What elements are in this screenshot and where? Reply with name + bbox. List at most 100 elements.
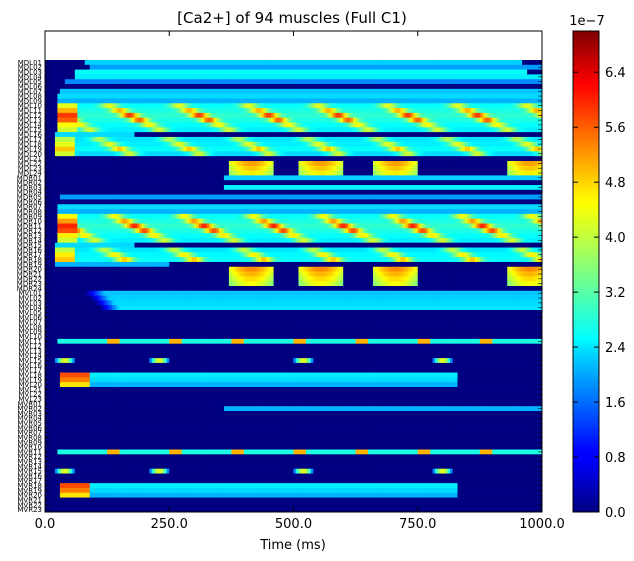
heatmap-cell: [432, 60, 436, 66]
heatmap-cell: [365, 69, 369, 75]
heatmap-cell: [117, 141, 120, 147]
heatmap-cell: [370, 64, 374, 70]
heatmap-cell: [206, 112, 210, 118]
heatmap-cell: [99, 117, 103, 123]
heatmap-cell: [54, 175, 58, 181]
heatmap-cell: [206, 170, 210, 176]
heatmap-cell: [402, 93, 406, 99]
heatmap-cell: [109, 146, 113, 152]
heatmap-row: [45, 79, 543, 85]
heatmap-cell: [89, 175, 93, 181]
heatmap-cell: [410, 64, 414, 70]
heatmap-cell: [156, 132, 160, 138]
heatmap-cell: [99, 160, 103, 167]
heatmap-cell: [464, 64, 468, 70]
heatmap-cell: [62, 151, 66, 157]
heatmap-cell: [114, 122, 118, 128]
heatmap-cell: [450, 60, 453, 66]
heatmap-cell: [355, 141, 359, 147]
heatmap-cell: [310, 88, 314, 94]
heatmap-cell: [268, 146, 272, 152]
heatmap-cell: [293, 79, 297, 85]
heatmap-cell: [427, 60, 431, 66]
heatmap-cell: [194, 160, 197, 167]
heatmap-cell: [196, 64, 200, 70]
heatmap-cell: [179, 156, 183, 162]
heatmap-cell: [514, 122, 518, 128]
heatmap-cell: [524, 170, 528, 176]
heatmap-cell: [131, 165, 135, 171]
heatmap-cell: [472, 136, 476, 143]
heatmap-cell: [492, 132, 496, 138]
heatmap-cell: [325, 122, 329, 128]
heatmap-cell: [489, 170, 493, 176]
heatmap-cell: [79, 122, 83, 128]
heatmap-cell: [89, 60, 93, 66]
heatmap-cell: [211, 122, 215, 128]
heatmap-cell: [295, 69, 299, 75]
heatmap-cell: [248, 64, 252, 70]
heatmap-cell: [112, 122, 115, 128]
heatmap-cell: [288, 170, 292, 176]
heatmap-cell: [67, 112, 71, 118]
heatmap-cell: [171, 84, 175, 90]
heatmap-cell: [99, 93, 103, 99]
heatmap-cell: [519, 79, 523, 85]
heatmap-cell: [92, 165, 96, 171]
heatmap-cell: [492, 160, 496, 167]
heatmap-cell: [291, 103, 294, 109]
heatmap-cell: [529, 132, 533, 138]
heatmap-cell: [353, 122, 357, 128]
heatmap-cell: [74, 170, 78, 176]
heatmap-cell: [534, 60, 538, 66]
heatmap-cell: [350, 112, 354, 118]
heatmap-cell: [375, 117, 379, 123]
heatmap-cell: [151, 98, 155, 104]
heatmap-cell: [131, 132, 135, 138]
heatmap-cell: [492, 151, 496, 157]
heatmap-cell: [278, 103, 282, 109]
heatmap-cell: [114, 60, 118, 66]
heatmap-cell: [179, 122, 183, 128]
heatmap-cell: [256, 165, 260, 171]
heatmap-cell: [283, 151, 287, 157]
heatmap-cell: [49, 132, 53, 138]
heatmap-cell: [469, 165, 473, 171]
heatmap-cell: [213, 141, 217, 147]
heatmap-cell: [382, 165, 386, 171]
heatmap-cell: [529, 74, 533, 80]
heatmap-cell: [425, 74, 429, 80]
heatmap-cell: [298, 146, 302, 152]
heatmap-cell: [499, 151, 503, 157]
heatmap-cell: [114, 98, 118, 104]
heatmap-cell: [159, 64, 163, 70]
heatmap-cell: [422, 175, 426, 181]
heatmap-cell: [238, 98, 242, 104]
heatmap-cell: [221, 79, 225, 85]
heatmap-cell: [365, 136, 369, 143]
heatmap-cell: [467, 69, 471, 75]
heatmap-cell: [387, 132, 391, 138]
heatmap-cell: [447, 103, 451, 109]
heatmap-cell: [206, 69, 210, 75]
heatmap-cell: [251, 98, 255, 104]
heatmap-cell: [209, 108, 212, 114]
heatmap-cell: [256, 146, 260, 152]
heatmap-cell: [328, 103, 332, 109]
heatmap-cell: [233, 98, 237, 104]
heatmap-cell: [139, 160, 143, 167]
heatmap-cell: [124, 141, 128, 147]
heatmap-cell: [194, 170, 197, 176]
heatmap-cell: [258, 69, 262, 75]
heatmap-cell: [209, 170, 212, 176]
heatmap-cell: [340, 98, 344, 104]
heatmap-cell: [84, 165, 88, 171]
heatmap-cell: [320, 151, 324, 157]
heatmap-cell: [502, 74, 506, 80]
heatmap-cell: [151, 84, 155, 90]
heatmap-cell: [206, 146, 210, 152]
heatmap-cell: [517, 88, 521, 94]
heatmap-cell: [422, 151, 426, 157]
heatmap-cell: [238, 103, 242, 109]
heatmap-cell: [350, 136, 354, 143]
